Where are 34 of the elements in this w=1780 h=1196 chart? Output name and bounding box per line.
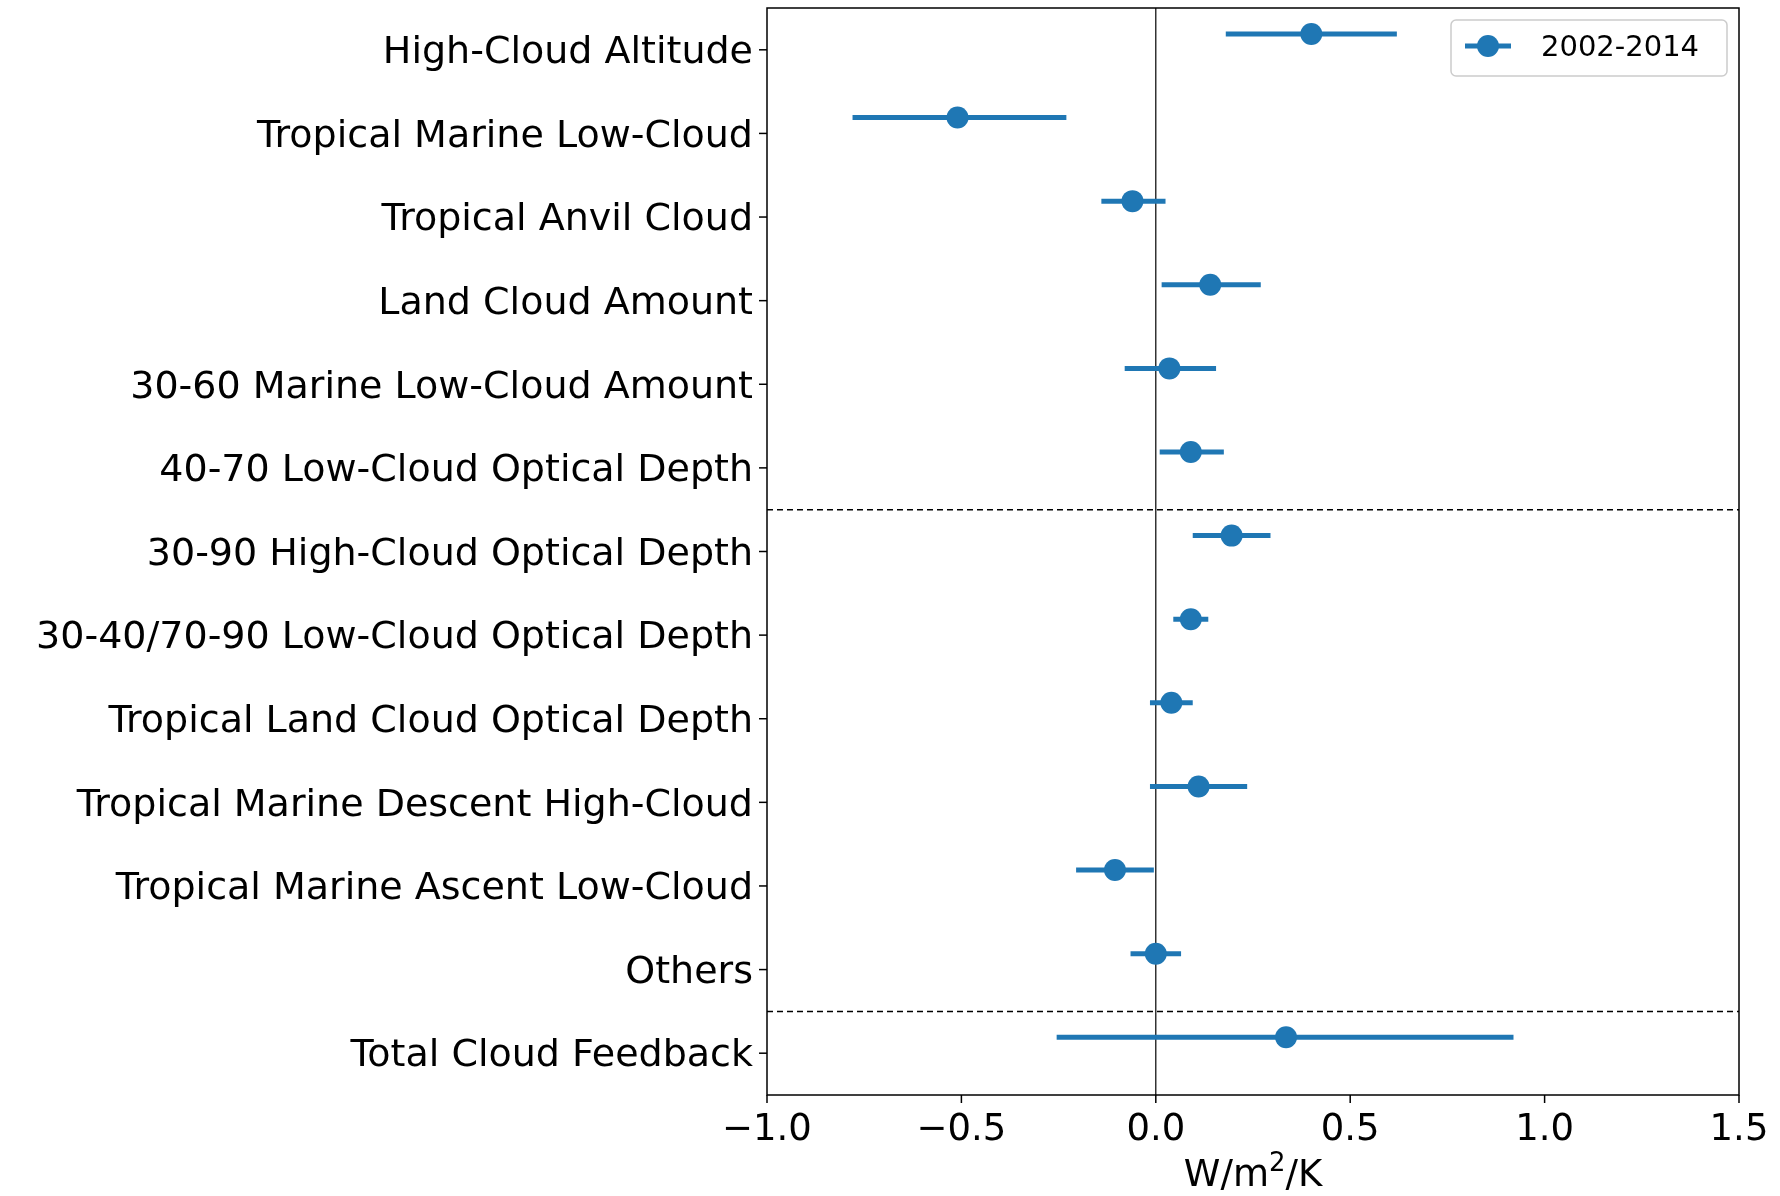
point xyxy=(1144,942,1167,965)
point xyxy=(1103,859,1126,882)
point xyxy=(1199,273,1222,296)
x-tick-label: −1.0 xyxy=(722,1106,812,1149)
point xyxy=(1121,190,1144,213)
y-tick-label: Tropical Land Cloud Optical Depth xyxy=(107,697,753,742)
x-tick-label: 0.5 xyxy=(1320,1106,1380,1149)
point xyxy=(1158,357,1181,380)
y-tick-label: Total Cloud Feedback xyxy=(349,1031,753,1076)
x-axis-title: W/m$^{2}$/K xyxy=(1183,1147,1324,1195)
y-tick-label: High-Cloud Altitude xyxy=(382,28,753,73)
point xyxy=(1187,775,1210,798)
y-tick-label: 30-90 High-Cloud Optical Depth xyxy=(146,529,753,574)
x-tick-label: 1.0 xyxy=(1515,1106,1575,1149)
legend-label: 2002-2014 xyxy=(1541,29,1700,64)
y-tick-label: Tropical Marine Ascent Low-Cloud xyxy=(114,864,753,909)
point xyxy=(1179,608,1202,631)
y-tick-label: Tropical Marine Low-Cloud xyxy=(255,111,753,156)
x-tick-label: −0.5 xyxy=(916,1106,1007,1149)
x-tick-label: 0.0 xyxy=(1126,1106,1186,1149)
point xyxy=(1300,22,1323,45)
point xyxy=(946,106,969,129)
y-tick-label: Tropical Anvil Cloud xyxy=(380,195,753,240)
y-tick-label: Others xyxy=(625,947,753,992)
point xyxy=(1220,524,1243,547)
x-tick-label: 1.5 xyxy=(1709,1106,1769,1149)
point xyxy=(1160,691,1183,714)
y-tick-label: Tropical Marine Descent High-Cloud xyxy=(75,780,753,825)
point xyxy=(1275,1026,1298,1049)
point xyxy=(1179,441,1202,463)
y-tick-label: 30-40/70-90 Low-Cloud Optical Depth xyxy=(36,613,753,658)
y-tick-label: Land Cloud Amount xyxy=(378,278,753,323)
y-tick-label: 30-60 Marine Low-Cloud Amount xyxy=(130,362,753,407)
y-tick-label: 40-70 Low-Cloud Optical Depth xyxy=(159,446,753,491)
